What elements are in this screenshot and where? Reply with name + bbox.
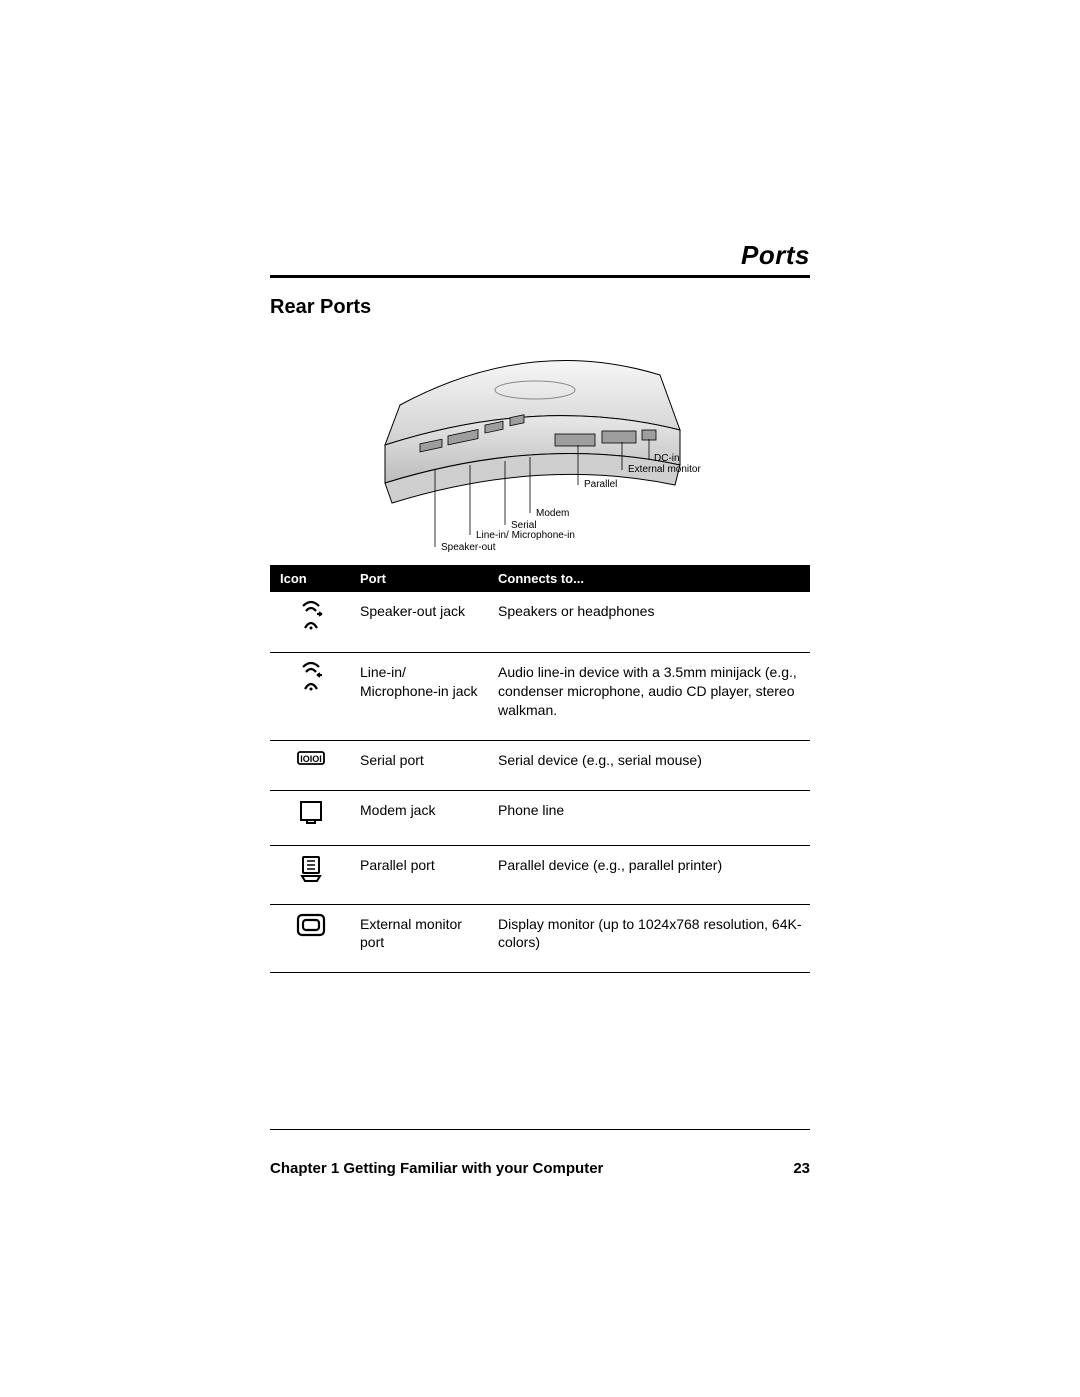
th-connects: Connects to...: [488, 565, 810, 592]
table-row: External monitor port Display monitor (u…: [270, 904, 810, 973]
section-label: Ports: [270, 240, 810, 271]
cell-port: Modem jack: [350, 790, 488, 845]
page: Ports Rear Ports: [0, 0, 1080, 1397]
svg-text:IOIOI: IOIOI: [300, 754, 322, 764]
cell-connects: Parallel device (e.g., parallel printer): [488, 845, 810, 904]
callout-external-monitor: External monitor: [628, 464, 701, 475]
cell-port: Serial port: [350, 740, 488, 790]
footer-page-number: 23: [793, 1160, 810, 1177]
parallel-port-icon: [270, 845, 350, 904]
serial-port-icon: IOIOI: [270, 740, 350, 790]
modem-jack-icon: [270, 790, 350, 845]
table-header-row: Icon Port Connects to...: [270, 565, 810, 592]
callout-line-mic: Line-in/ Microphone-in: [476, 530, 575, 541]
cell-connects: Phone line: [488, 790, 810, 845]
callout-dc-in: DC-in: [654, 453, 680, 464]
table-row: Modem jack Phone line: [270, 790, 810, 845]
cell-port: Line-in/ Microphone-in jack: [350, 653, 488, 741]
callout-speaker-out: Speaker-out: [441, 542, 495, 553]
cell-connects: Speakers or headphones: [488, 592, 810, 653]
cell-connects: Serial device (e.g., serial mouse): [488, 740, 810, 790]
divider-thick: [270, 275, 810, 278]
ports-table: Icon Port Connects to... Speaker-o: [270, 565, 810, 973]
page-footer: Chapter 1 Getting Familiar with your Com…: [270, 1129, 810, 1177]
table-row: Line-in/ Microphone-in jack Audio line-i…: [270, 653, 810, 741]
rear-ports-diagram: DC-in External monitor Parallel Modem Se…: [330, 335, 750, 555]
cell-port: Parallel port: [350, 845, 488, 904]
th-port: Port: [350, 565, 488, 592]
cell-port: Speaker-out jack: [350, 592, 488, 653]
cell-port: External monitor port: [350, 904, 488, 973]
table-row: IOIOI Serial port Serial device (e.g., s…: [270, 740, 810, 790]
table-row: Parallel port Parallel device (e.g., par…: [270, 845, 810, 904]
footer-rule: [270, 1129, 810, 1130]
footer-chapter: Chapter 1 Getting Familiar with your Com…: [270, 1160, 603, 1177]
external-monitor-icon: [270, 904, 350, 973]
line-in-icon: [270, 653, 350, 741]
cell-connects: Display monitor (up to 1024x768 resoluti…: [488, 904, 810, 973]
callout-modem: Modem: [536, 508, 569, 519]
speaker-out-icon: [270, 592, 350, 653]
sub-title: Rear Ports: [270, 296, 810, 319]
table-row: Speaker-out jack Speakers or headphones: [270, 592, 810, 653]
th-icon: Icon: [270, 565, 350, 592]
cell-connects: Audio line-in device with a 3.5mm minija…: [488, 653, 810, 741]
callout-parallel: Parallel: [584, 479, 617, 490]
